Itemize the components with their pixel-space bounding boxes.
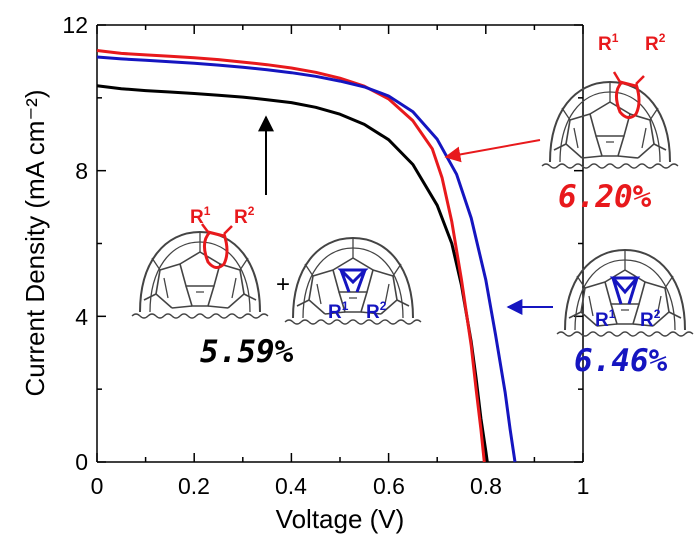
r1-label-blue: R1 [328, 299, 349, 323]
r2-label-blue: R2 [640, 307, 661, 331]
plus-sign: + [276, 271, 290, 298]
x-tick-label: 0.2 [178, 473, 210, 499]
annotation-blue: R1 R2 6.46% [506, 249, 694, 379]
y-tick-label: 0 [75, 449, 88, 475]
series-layer [96, 49, 517, 463]
series-line-2 [96, 55, 517, 463]
fullerene-adduct-blue-icon [284, 237, 422, 325]
y-axis-title: Current Density (mA cm⁻²) [20, 90, 50, 397]
x-tick-label: 0 [91, 473, 104, 499]
y-tick-label: 4 [75, 304, 88, 330]
r1-label-red: R1 [598, 31, 619, 55]
annotation-red: R1 R2 6.20% [444, 31, 679, 215]
y-tick-labels: 0 4 8 12 [62, 12, 88, 475]
y-tick-label: 12 [62, 12, 88, 38]
efficiency-label-red: 6.20% [558, 179, 652, 215]
y-tick-label: 8 [75, 158, 88, 184]
efficiency-label-black: 5.59% [200, 334, 294, 370]
x-tick-label: 1 [577, 473, 590, 499]
fullerene-adduct-red-icon [541, 71, 679, 169]
axes [96, 24, 584, 463]
efficiency-label-blue: 6.46% [574, 343, 668, 379]
x-tick-labels: 0 0.2 0.4 0.6 0.8 1 [91, 473, 590, 499]
x-tick-label: 0.8 [470, 473, 502, 499]
series-line-1 [96, 49, 486, 463]
x-tick-label: 0.6 [373, 473, 405, 499]
fullerene-adduct-red-icon [131, 223, 269, 319]
annotation-black: R1 R2 + R1 R2 5.59% [131, 115, 422, 370]
r2-label-blue: R2 [366, 299, 387, 323]
arrow-left-red-icon [444, 139, 541, 163]
x-axis-title: Voltage (V) [276, 504, 405, 534]
fullerene-adduct-blue-icon [556, 249, 694, 337]
r1-label-black: R1 [190, 204, 211, 228]
ticks [96, 24, 584, 463]
r2-label-black: R2 [234, 204, 255, 228]
x-tick-label: 0.4 [275, 473, 307, 499]
r2-label-red: R2 [645, 31, 666, 55]
r1-label-blue: R1 [595, 307, 616, 331]
